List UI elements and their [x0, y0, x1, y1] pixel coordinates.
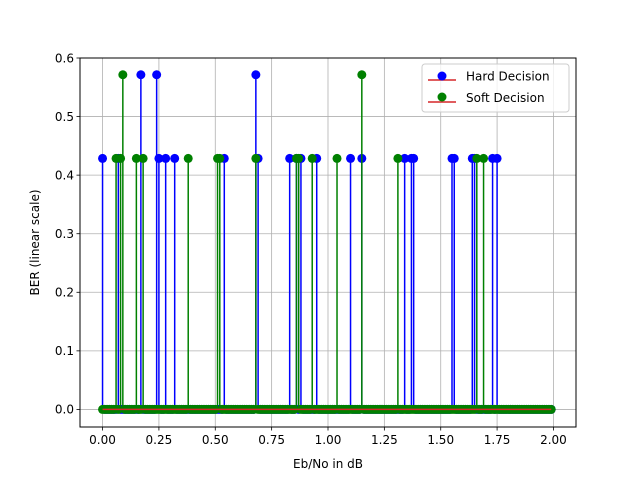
- stem-marker: [98, 153, 108, 163]
- x-tick-label: 1.00: [315, 433, 342, 447]
- stem-marker: [136, 70, 146, 80]
- y-tick-label: 0.1: [55, 344, 74, 358]
- stem-marker: [161, 153, 171, 163]
- stem-marker: [357, 70, 367, 80]
- stem-marker: [118, 70, 128, 80]
- legend-hard-label: Hard Decision: [466, 70, 550, 84]
- stem-marker: [449, 153, 459, 163]
- stem-marker: [332, 153, 342, 163]
- axis-ticks: 0.00 0.25 0.50 0.75 1.00 1.25 1.50 1.75 2.00 0.0 0…: [55, 51, 567, 447]
- y-axis-label: BER (linear scale): [28, 189, 42, 295]
- x-tick-label: 2.00: [540, 433, 567, 447]
- x-tick-label: 1.50: [427, 433, 454, 447]
- stem-marker: [479, 153, 489, 163]
- stem-marker: [215, 153, 225, 163]
- stem-marker: [138, 153, 148, 163]
- stem-marker: [346, 153, 356, 163]
- y-tick-label: 0.4: [55, 168, 74, 182]
- legend-hard-marker: [437, 71, 447, 81]
- stem-marker: [154, 153, 164, 163]
- x-tick-label: 0.50: [202, 433, 229, 447]
- x-tick-label: 0.00: [89, 433, 116, 447]
- legend-soft-marker: [437, 92, 447, 102]
- y-tick-label: 0.6: [55, 51, 74, 65]
- stem-marker: [393, 153, 403, 163]
- stem-marker: [251, 153, 261, 163]
- y-tick-label: 0.5: [55, 110, 74, 124]
- stem-marker: [251, 70, 261, 80]
- stem-marker: [116, 153, 126, 163]
- legend: Hard Decision Soft Decision: [421, 63, 570, 113]
- stem-marker: [472, 153, 482, 163]
- stem-marker: [131, 153, 141, 163]
- stem-marker: [294, 153, 304, 163]
- y-tick-label: 0.0: [55, 403, 74, 417]
- stem-marker: [307, 153, 317, 163]
- x-tick-label: 1.25: [371, 433, 398, 447]
- stem-marker: [409, 153, 419, 163]
- stem-marker: [183, 153, 193, 163]
- stem-marker: [492, 153, 502, 163]
- y-tick-label: 0.2: [55, 286, 74, 300]
- legend-box: [421, 63, 570, 113]
- stem-marker: [285, 153, 295, 163]
- x-tick-label: 1.75: [484, 433, 511, 447]
- x-tick-label: 0.25: [146, 433, 173, 447]
- legend-soft-label: Soft Decision: [466, 91, 545, 105]
- x-axis-label: Eb/No in dB: [293, 457, 363, 471]
- stem-marker: [170, 153, 180, 163]
- y-tick-label: 0.3: [55, 227, 74, 241]
- x-tick-label: 0.75: [258, 433, 285, 447]
- stem-marker: [400, 153, 410, 163]
- stem-marker: [152, 70, 162, 80]
